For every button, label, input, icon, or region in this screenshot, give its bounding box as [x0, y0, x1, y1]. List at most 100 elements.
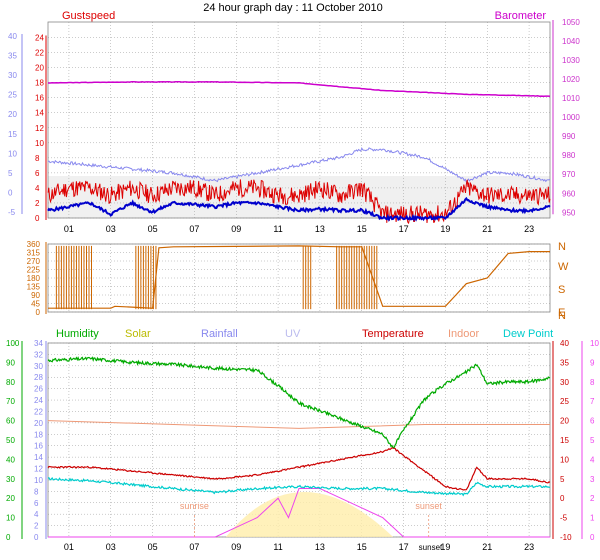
barometer-tick-label: 990 [562, 132, 576, 141]
gust-inner-tick-label: 2 [35, 199, 40, 208]
uv-tick-label: 4 [590, 455, 595, 464]
x-tick-label: 23 [524, 542, 534, 552]
barometer-tick-label: 970 [562, 170, 576, 179]
compass-label: S [558, 284, 565, 296]
temperature-tick-label: 15 [560, 436, 569, 445]
rainfall-tick-label: 32 [34, 350, 43, 359]
gust-inner-tick-label: 14 [35, 109, 44, 118]
x-tick-label: 17 [399, 542, 409, 552]
legend-gustspeed: Gustspeed [62, 10, 115, 22]
gust-outer-tick-label: 15 [8, 130, 17, 139]
barometer-tick-label: 1040 [562, 37, 580, 46]
temp-humidity-panel: 0102030405060708090100024681012141618202… [6, 328, 599, 552]
gust-inner-tick-label: 16 [35, 94, 44, 103]
rainfall-tick-label: 10 [34, 476, 43, 485]
rainfall-tick-label: 20 [34, 419, 43, 428]
solar-area [225, 492, 394, 537]
uv-tick-label: 2 [590, 494, 595, 503]
legend-solar: Solar [125, 328, 151, 340]
legend-temperature: Temperature [362, 328, 424, 340]
rainfall-tick-label: 0 [34, 533, 39, 542]
gust-inner-tick-label: 8 [35, 154, 40, 163]
x-tick-label: 03 [106, 542, 116, 552]
rainfall-tick-label: 14 [34, 453, 43, 462]
legend-humidity: Humidity [56, 328, 99, 340]
temperature-tick-label: 35 [560, 358, 569, 367]
temperature-tick-label: 25 [560, 397, 569, 406]
x-tick-label: 23 [524, 224, 534, 234]
compass-label: N [558, 310, 566, 322]
humidity-tick-label: 30 [6, 475, 15, 484]
direction-tick-label: 225 [27, 266, 41, 275]
indoor-line [47, 420, 550, 429]
temperature-line [47, 446, 551, 491]
gust-outer-tick-label: 35 [8, 52, 17, 61]
legend-uv: UV [285, 328, 301, 340]
uv-tick-label: 0 [590, 533, 595, 542]
uv-tick-label: 8 [590, 378, 595, 387]
rainfall-tick-label: 22 [34, 407, 43, 416]
rainfall-tick-label: 8 [34, 487, 39, 496]
gust-inner-tick-label: 10 [35, 139, 44, 148]
sunset-hour-label: sunset [419, 543, 443, 552]
x-tick-label: 07 [189, 542, 199, 552]
direction-tick-label: 315 [27, 249, 41, 258]
gust-outer-tick-label: 10 [8, 149, 17, 158]
barometer-tick-label: 980 [562, 151, 576, 160]
gust-inner-tick-label: 20 [35, 64, 44, 73]
rainfall-tick-label: 18 [34, 430, 43, 439]
windspeed-line [47, 196, 551, 222]
x-tick-label: 21 [482, 542, 492, 552]
temperature-tick-label: -5 [560, 514, 568, 523]
legend-barometer: Barometer [495, 10, 547, 22]
rainfall-tick-label: 34 [34, 339, 43, 348]
gust-inner-tick-label: 24 [35, 34, 44, 43]
x-tick-label: 01 [64, 542, 74, 552]
uv-line [48, 488, 550, 538]
gust-inner-tick-label: 22 [35, 49, 44, 58]
gust-inner-tick-label: 0 [35, 214, 40, 223]
legend-rainfall: Rainfall [201, 328, 238, 340]
panel2-bg [48, 244, 550, 312]
temperature-tick-label: 10 [560, 455, 569, 464]
rainfall-tick-label: 28 [34, 373, 43, 382]
direction-tick-label: 135 [27, 283, 41, 292]
x-tick-label: 17 [399, 224, 409, 234]
x-tick-label: 19 [440, 224, 450, 234]
barometer-tick-label: 950 [562, 208, 576, 217]
compass-label: W [558, 261, 569, 273]
uv-tick-label: 6 [590, 417, 595, 426]
gust-inner-tick-label: 12 [35, 124, 44, 133]
barometer-line [48, 81, 551, 98]
temperature-tick-label: 20 [560, 417, 569, 426]
barometer-tick-label: 1050 [562, 18, 580, 27]
temperature-tick-label: -10 [560, 533, 572, 542]
humidity-line [47, 356, 551, 449]
x-tick-label: 15 [357, 542, 367, 552]
compass-label: N [558, 241, 566, 253]
direction-tick-label: 180 [27, 274, 41, 283]
panel2-frame [47, 243, 551, 313]
gust-inner-tick-label: 18 [35, 79, 44, 88]
x-tick-label: 05 [148, 542, 158, 552]
x-tick-label: 03 [106, 224, 116, 234]
humidity-tick-label: 10 [6, 514, 15, 523]
wind-baro-panel: -505101520253035400246810121416182022249… [8, 10, 580, 234]
rainfall-tick-label: 24 [34, 396, 43, 405]
gust-outer-tick-label: 25 [8, 91, 17, 100]
gust-outer-tick-label: 5 [8, 169, 13, 178]
uv-tick-label: 5 [590, 436, 595, 445]
rainfall-tick-label: 30 [34, 362, 43, 371]
direction-tick-label: 360 [27, 240, 41, 249]
x-tick-label: 15 [357, 224, 367, 234]
humidity-tick-label: 0 [6, 533, 11, 542]
x-tick-label: 19 [440, 542, 450, 552]
rainfall-tick-label: 4 [34, 510, 39, 519]
gust-outer-tick-label: 0 [8, 188, 13, 197]
gust-outer-tick-label: 20 [8, 110, 17, 119]
barometer-tick-label: 1000 [562, 113, 580, 122]
direction-tick-label: 45 [31, 300, 40, 309]
x-tick-label: 13 [315, 542, 325, 552]
x-tick-label: 13 [315, 224, 325, 234]
